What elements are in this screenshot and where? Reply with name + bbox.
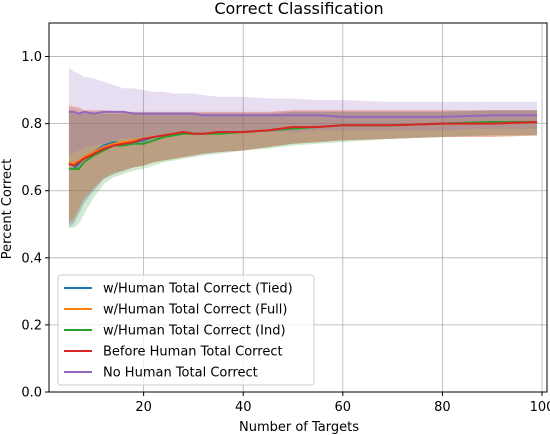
legend-label: w/Human Total Correct (Full) [103,303,287,318]
series-3-line [68,120,538,167]
y-axis-title: Percent Correct [0,159,15,260]
x-tick-label: 80 [434,400,451,415]
y-tick-label: 0.2 [21,318,42,333]
legend-label: No Human Total Correct [103,366,258,381]
legend-label: Before Human Total Correct [103,345,283,360]
series-0-band [68,110,538,228]
y-tick-label: 0.0 [21,386,42,401]
y-tick-label: 0.4 [21,251,42,266]
legend-box [57,274,315,386]
x-tick-label: 60 [335,400,352,415]
x-tick-label: 100 [530,400,550,415]
x-tick-label: 40 [235,400,252,415]
y-tick-label: 1.0 [21,50,42,65]
series-2-band [68,110,538,228]
x-tick-label: 20 [135,400,152,415]
y-tick-label: 0.8 [21,117,42,132]
legend: w/Human Total Correct (Tied) w/Human Tota… [57,274,315,386]
series-4-line [68,110,538,118]
series-lines [68,110,538,170]
confidence-bands [68,68,538,228]
legend-label: w/Human Total Correct (Ind) [103,324,286,339]
y-tick-label: 0.6 [21,184,42,199]
plot-frame [48,22,548,393]
x-axis-title: Number of Targets [239,420,359,435]
series-3-band [68,106,538,225]
chart-title: Correct Classification [214,0,383,18]
legend-label: w/Human Total Correct (Tied) [103,282,293,297]
axis-ticks: 20 40 60 80 100 0.0 0.2 0.4 0.6 0.8 1.0 [21,50,550,415]
